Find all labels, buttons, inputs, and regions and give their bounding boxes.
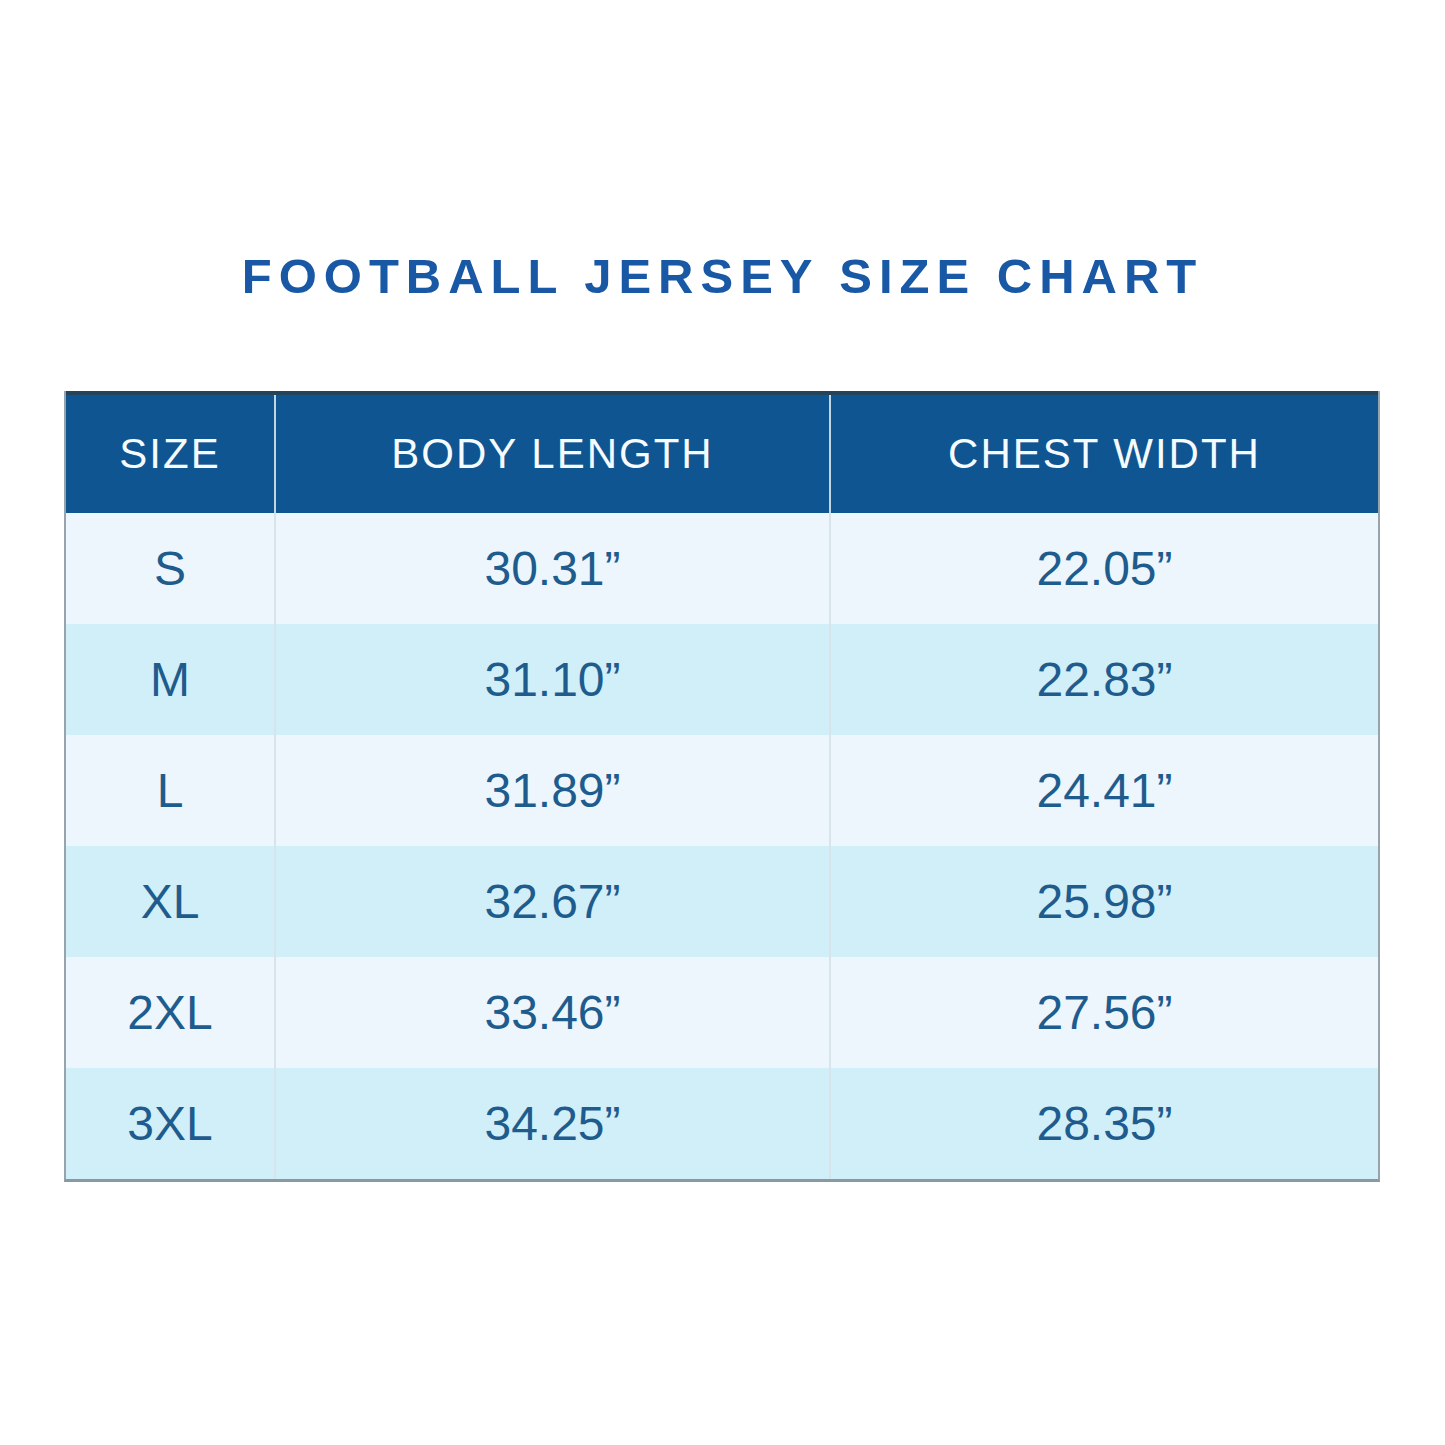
table-header-row: SIZE BODY LENGTH CHEST WIDTH (66, 391, 1378, 513)
table-row: XL 32.67” 25.98” (66, 846, 1378, 957)
size-cell: 2XL (66, 957, 274, 1068)
table-row: L 31.89” 24.41” (66, 735, 1378, 846)
chest-width-cell: 22.05” (829, 513, 1378, 624)
size-cell: S (66, 513, 274, 624)
column-header-size: SIZE (66, 395, 274, 513)
column-header-body-length: BODY LENGTH (274, 395, 829, 513)
size-chart-page: FOOTBALL JERSEY SIZE CHART SIZE BODY LEN… (0, 0, 1445, 1445)
body-length-cell: 30.31” (274, 513, 829, 624)
size-cell: 3XL (66, 1068, 274, 1179)
chest-width-cell: 27.56” (829, 957, 1378, 1068)
chest-width-cell: 28.35” (829, 1068, 1378, 1179)
page-title: FOOTBALL JERSEY SIZE CHART (0, 248, 1445, 304)
size-cell: M (66, 624, 274, 735)
table-row: 2XL 33.46” 27.56” (66, 957, 1378, 1068)
table-row: S 30.31” 22.05” (66, 513, 1378, 624)
body-length-cell: 31.10” (274, 624, 829, 735)
body-length-cell: 32.67” (274, 846, 829, 957)
chest-width-cell: 25.98” (829, 846, 1378, 957)
body-length-cell: 33.46” (274, 957, 829, 1068)
chest-width-cell: 24.41” (829, 735, 1378, 846)
table-row: 3XL 34.25” 28.35” (66, 1068, 1378, 1179)
chest-width-cell: 22.83” (829, 624, 1378, 735)
size-chart-table: SIZE BODY LENGTH CHEST WIDTH S 30.31” 22… (64, 391, 1380, 1182)
column-header-chest-width: CHEST WIDTH (829, 395, 1378, 513)
size-cell: XL (66, 846, 274, 957)
body-length-cell: 34.25” (274, 1068, 829, 1179)
table-row: M 31.10” 22.83” (66, 624, 1378, 735)
body-length-cell: 31.89” (274, 735, 829, 846)
size-cell: L (66, 735, 274, 846)
